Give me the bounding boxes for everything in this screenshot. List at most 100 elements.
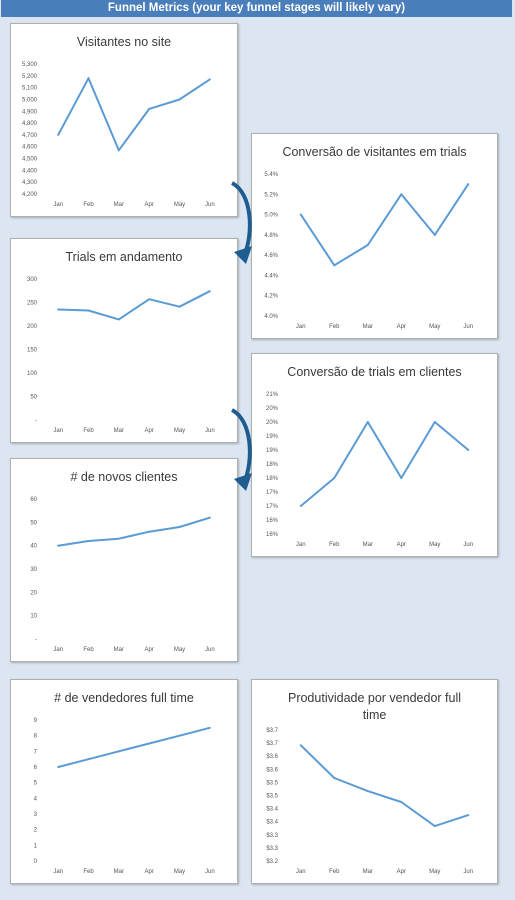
y-tick-label: 5,200 bbox=[22, 74, 38, 80]
chart-title: Conversão de visitantes em trials bbox=[282, 145, 466, 159]
y-tick-label: $3.4 bbox=[266, 820, 278, 826]
y-tick-label: 1 bbox=[34, 843, 38, 849]
data-point bbox=[87, 77, 90, 80]
x-tick-label: May bbox=[429, 324, 440, 330]
flow-arrow-icon bbox=[230, 181, 252, 264]
chart-novos-clientes: # de novos clientes - 10 20 30 40 50 60 Jan Feb Ma… bbox=[10, 458, 238, 662]
x-tick-label: May bbox=[174, 869, 185, 875]
data-point bbox=[467, 183, 470, 186]
y-tick-label: 4,500 bbox=[22, 157, 38, 163]
y-tick-label: 150 bbox=[27, 348, 38, 354]
x-tick-label: Apr bbox=[144, 647, 153, 653]
data-point bbox=[148, 298, 151, 301]
data-point bbox=[366, 790, 369, 793]
y-tick-label: 3 bbox=[34, 812, 38, 818]
y-tick-label: 4.8% bbox=[264, 233, 278, 239]
y-tick-label: 4.0% bbox=[264, 314, 278, 320]
series-line bbox=[300, 421, 469, 507]
y-tick-label: $3.6 bbox=[266, 754, 278, 760]
x-tick-label: Mar bbox=[114, 202, 124, 208]
y-tick-label: 7 bbox=[34, 749, 38, 755]
x-tick-label: Mar bbox=[114, 428, 124, 434]
data-point bbox=[87, 309, 90, 312]
series-line bbox=[57, 77, 211, 152]
x-tick-label: Jan bbox=[53, 428, 63, 434]
data-point bbox=[400, 801, 403, 804]
y-tick-label: 4.4% bbox=[264, 273, 278, 279]
chart-vendedores-full-time: # de vendedores full time 0 1 2 3 4 5 6 7 8 9 Jan Fe… bbox=[10, 679, 238, 884]
series-line bbox=[58, 290, 211, 321]
data-point bbox=[117, 318, 120, 321]
data-point bbox=[299, 213, 302, 216]
chart-title: Trials em andamento bbox=[66, 250, 183, 264]
x-tick-label: Jun bbox=[205, 869, 215, 875]
y-tick-label: 6 bbox=[34, 765, 38, 771]
y-tick-label: 5.0% bbox=[264, 213, 278, 219]
x-tick-label: Mar bbox=[114, 647, 124, 653]
y-tick-label: 50 bbox=[30, 520, 37, 526]
x-tick-label: Apr bbox=[397, 324, 406, 330]
y-tick-label: 20% bbox=[266, 420, 279, 426]
x-tick-label: Feb bbox=[83, 202, 94, 208]
data-point bbox=[178, 305, 181, 308]
chart-title: Visitantes no site bbox=[77, 35, 171, 49]
chart-title: Produtividade por vendedor full bbox=[288, 691, 461, 705]
y-tick-label: 30 bbox=[30, 567, 37, 573]
page-title-banner: Funnel Metrics (your key funnel stages w… bbox=[1, 0, 512, 17]
y-tick-label: $3.5 bbox=[266, 794, 278, 800]
data-point bbox=[433, 233, 436, 236]
y-tick-label: 16% bbox=[266, 532, 279, 538]
x-tick-label: Jun bbox=[463, 324, 473, 330]
y-tick-label: 4 bbox=[34, 796, 38, 802]
y-tick-label: 0 bbox=[34, 859, 38, 865]
y-tick-label: 50 bbox=[30, 395, 37, 401]
x-tick-label: May bbox=[429, 869, 440, 875]
y-tick-label: $3.2 bbox=[266, 859, 278, 865]
data-point bbox=[178, 98, 181, 101]
y-tick-label: $3.7 bbox=[266, 728, 278, 734]
x-tick-label: Apr bbox=[397, 869, 406, 875]
data-point bbox=[433, 421, 436, 423]
x-tick-label: Mar bbox=[363, 869, 373, 875]
y-tick-label: 4,800 bbox=[22, 121, 38, 127]
y-tick-label: 19% bbox=[266, 434, 279, 440]
y-tick-label: 19% bbox=[266, 448, 279, 454]
chart-svg: Conversão de trials em clientes 16% 16% 17%… bbox=[266, 365, 473, 548]
x-tick-label: Apr bbox=[144, 202, 153, 208]
chart-svg: Conversão de visitantes em trials 4.0% 4.2… bbox=[264, 145, 473, 330]
data-point bbox=[366, 421, 369, 423]
x-tick-label: Jan bbox=[296, 324, 306, 330]
data-point bbox=[366, 244, 369, 246]
y-tick-label: 10 bbox=[30, 614, 37, 620]
y-tick-label: $3.7 bbox=[266, 741, 278, 747]
y-tick-label: 17% bbox=[266, 490, 279, 496]
y-tick-label: 5.4% bbox=[264, 172, 278, 178]
x-tick-label: Jun bbox=[205, 428, 215, 434]
chart-svg: Produtividade por vendedor full time $3.2 $… bbox=[266, 691, 473, 875]
y-tick-label: 60 bbox=[30, 497, 37, 503]
y-tick-label: 4,300 bbox=[22, 180, 38, 186]
x-tick-label: Jan bbox=[53, 647, 63, 653]
data-point bbox=[148, 107, 151, 110]
x-tick-label: May bbox=[174, 428, 185, 434]
data-point bbox=[208, 516, 211, 519]
x-tick-label: Jan bbox=[53, 869, 63, 875]
series-line bbox=[300, 744, 469, 828]
x-tick-label: Jun bbox=[463, 869, 473, 875]
x-tick-label: May bbox=[429, 542, 440, 548]
chart-svg: Trials em andamento - 50 100 150 200 250 300 Jan… bbox=[27, 250, 215, 434]
data-point bbox=[87, 758, 90, 761]
y-tick-label: - bbox=[35, 418, 37, 424]
chart-visitantes-no-site: Visitantes no site 4,200 4,300 4,400 4,500 4,… bbox=[10, 23, 238, 217]
y-tick-label: $3.5 bbox=[266, 780, 278, 786]
chart-svg: # de novos clientes - 10 20 30 40 50 60 Jan Feb Ma… bbox=[30, 470, 214, 653]
x-tick-label: Mar bbox=[363, 542, 373, 548]
y-tick-label: 4.6% bbox=[264, 253, 278, 259]
y-tick-label: 5,300 bbox=[22, 62, 38, 68]
y-tick-label: 17% bbox=[266, 504, 279, 510]
x-tick-label: Jan bbox=[296, 869, 306, 875]
y-tick-label: 200 bbox=[27, 324, 38, 330]
x-tick-label: Jun bbox=[205, 202, 215, 208]
y-tick-label: 18% bbox=[266, 462, 279, 468]
data-point bbox=[433, 825, 436, 828]
